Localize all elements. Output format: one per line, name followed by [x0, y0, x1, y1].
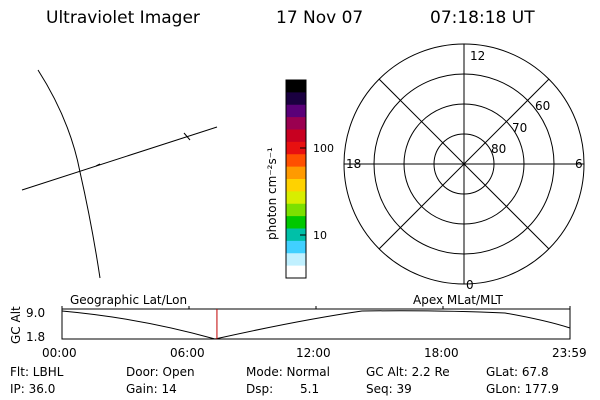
geographic-caption: Geographic Lat/Lon: [70, 293, 187, 307]
gc-alt-curve: [61, 310, 571, 340]
polar-diagonal: [378, 78, 550, 250]
time-label-1200: 12:00: [296, 346, 331, 360]
time-label: 07:18:18 UT: [430, 8, 535, 28]
seq-status: Seq: 39: [366, 382, 412, 396]
colorbar-swatch: [286, 104, 306, 118]
dsp-value: 5.1: [300, 382, 320, 396]
colorbar-swatch: [286, 203, 306, 217]
time-label-0000: 00:00: [42, 346, 77, 360]
colorbar-swatch: [286, 253, 306, 267]
mlt-label-6: 6: [575, 157, 583, 171]
colorbar-swatch: [286, 179, 306, 192]
colorbar-swatches: [286, 80, 306, 279]
gc-alt-axis-label: GC Alt: [9, 306, 23, 344]
tick-mark: [95, 163, 101, 167]
colorbar-swatch: [286, 141, 306, 155]
door-status: Door: Open: [126, 365, 195, 379]
colorbar-swatch: [286, 166, 306, 180]
gc-alt-max-label: 9.0: [26, 306, 45, 320]
colorbar-tick-100: 100: [313, 142, 334, 155]
time-panel-frame: [61, 308, 571, 340]
mlt-label-12: 12: [470, 49, 485, 63]
glon-status: GLon: 177.9: [486, 382, 559, 396]
apex-caption: Apex MLat/MLT: [413, 293, 503, 307]
date-label: 17 Nov 07: [276, 8, 364, 28]
time-label-2359: 23:59: [552, 346, 587, 360]
dsp-label: Dsp:: [246, 382, 274, 396]
instrument-title: Ultraviolet Imager: [46, 8, 200, 28]
colorbar-swatch: [286, 80, 306, 93]
colorbar-tick-10: 10: [313, 229, 327, 242]
lat-label-80: 80: [491, 142, 506, 156]
colorbar-swatch: [286, 117, 306, 130]
colorbar-swatch: [286, 216, 306, 229]
colorbar-swatch: [286, 92, 306, 106]
ip-status: IP: 36.0: [10, 382, 56, 396]
lat-label-70: 70: [512, 121, 527, 135]
mlt-label-0: 0: [466, 278, 474, 292]
colorbar-swatch: [286, 228, 306, 242]
time-label-0600: 06:00: [170, 346, 205, 360]
meridian-line: [37, 69, 101, 279]
lat-label-60: 60: [535, 99, 550, 113]
mlt-label-18: 18: [346, 157, 361, 171]
gc-alt-status: GC Alt: 2.2 Re: [366, 365, 450, 379]
latitude-line: [21, 126, 218, 191]
glat-status: GLat: 67.8: [486, 365, 549, 379]
colorbar-unit-label: photon cm⁻²s⁻¹: [265, 147, 279, 240]
colorbar-swatch: [286, 265, 306, 279]
colorbar-swatch: [286, 154, 306, 168]
tick-mark: [183, 132, 191, 141]
colorbar-swatch: [286, 191, 306, 205]
gain-status: Gain: 14: [126, 382, 177, 396]
time-label-1800: 18:00: [424, 346, 459, 360]
mode-status: Mode: Normal: [246, 365, 330, 379]
filter-status: Flt: LBHL: [10, 365, 64, 379]
colorbar-swatch: [286, 240, 306, 254]
colorbar-frame: [285, 79, 307, 279]
gc-alt-min-label: 1.8: [26, 330, 45, 344]
colorbar-swatch: [286, 129, 306, 143]
